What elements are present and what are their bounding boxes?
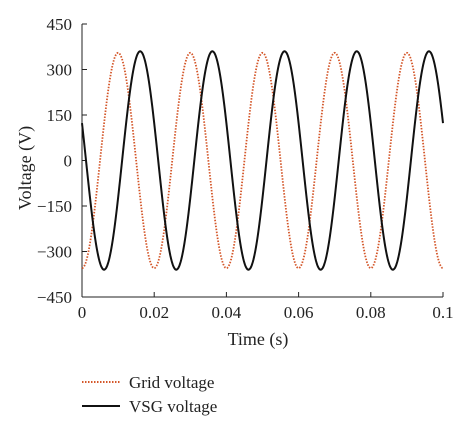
series-layer	[81, 50, 444, 271]
y-tick-label: −150	[37, 197, 72, 216]
series-line-vsg-voltage	[81, 50, 444, 271]
y-ticks: 450 300 150 0 −150 −300 −450	[37, 15, 87, 307]
y-axis-title: Voltage (V)	[15, 126, 36, 210]
x-axis-title: Time (s)	[228, 329, 289, 350]
legend-label-vsg-voltage: VSG voltage	[129, 397, 217, 416]
x-tick-label: 0	[78, 303, 87, 322]
plot-area: 450 300 150 0 −150 −300 −450 0 0.02 0.04 0.06 0.08…	[37, 15, 454, 322]
x-tick-label: 0.02	[139, 303, 169, 322]
series-line-grid-voltage	[81, 51, 444, 270]
y-tick-label: 300	[47, 61, 73, 80]
y-tick-label: −300	[37, 243, 72, 262]
legend: Grid voltage VSG voltage	[82, 373, 217, 416]
x-ticks: 0 0.02 0.04 0.06 0.08 0.1	[78, 292, 454, 322]
legend-label-grid-voltage: Grid voltage	[129, 373, 214, 392]
y-tick-label: 0	[64, 152, 73, 171]
x-tick-label: 0.06	[284, 303, 314, 322]
y-tick-label: −450	[37, 288, 72, 307]
x-tick-label: 0.04	[212, 303, 242, 322]
x-tick-label: 0.08	[356, 303, 386, 322]
y-tick-label: 150	[47, 106, 73, 125]
x-tick-label: 0.1	[432, 303, 453, 322]
y-tick-label: 450	[47, 15, 73, 34]
